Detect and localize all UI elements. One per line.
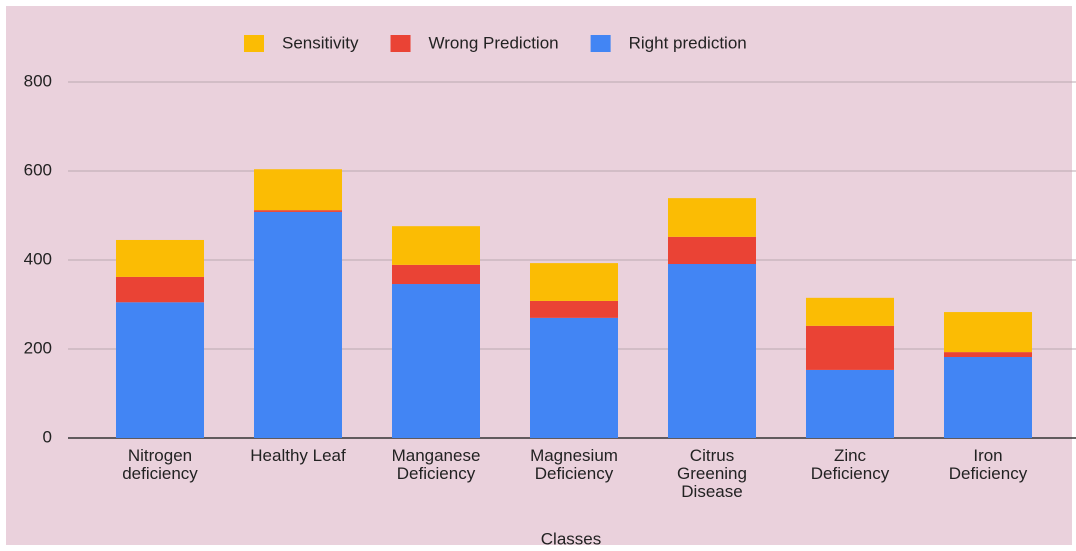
- legend-swatch: [390, 35, 411, 52]
- y-tick-label: 0: [43, 427, 52, 446]
- y-tick-label: 600: [24, 160, 52, 179]
- legend-label: Wrong Prediction: [429, 33, 559, 52]
- bar-segment: [254, 210, 342, 212]
- legend-label: Sensitivity: [282, 33, 359, 52]
- bar-segment: [254, 169, 342, 211]
- bar-segment: [116, 302, 204, 438]
- legend-swatch: [590, 35, 611, 52]
- bar-segment: [806, 325, 894, 370]
- x-tick-label: Zinc Deficiency: [810, 446, 890, 483]
- x-tick-label: Nitrogen deficiency: [122, 446, 198, 483]
- bar-segment: [944, 352, 1032, 358]
- bar-segment: [392, 264, 480, 285]
- bar-segment: [944, 357, 1032, 438]
- bar-segment: [668, 264, 756, 438]
- bar-segment: [392, 226, 480, 265]
- bar-segment: [530, 317, 618, 438]
- bar-segment: [254, 211, 342, 438]
- y-tick-label: 400: [24, 249, 52, 268]
- bar-segment: [806, 297, 894, 326]
- bar-segment: [116, 276, 204, 303]
- bar-segment: [392, 284, 480, 438]
- x-tick-label: Iron Deficiency: [948, 446, 1028, 483]
- bar-segment: [944, 312, 1032, 353]
- x-axis-title: Classes: [541, 529, 601, 548]
- y-tick-label: 200: [24, 338, 52, 357]
- bar-segment: [668, 198, 756, 237]
- bar-segment: [530, 263, 618, 301]
- x-tick-label: Magnesium Deficiency: [530, 446, 618, 483]
- legend-label: Right prediction: [629, 33, 747, 52]
- bar-segment: [530, 300, 618, 318]
- legend-swatch: [244, 35, 264, 52]
- bar-segment: [668, 236, 756, 265]
- x-tick-label: Citrus Greening Disease: [677, 446, 747, 501]
- x-tick-label: Manganese Deficiency: [391, 446, 481, 483]
- bar-segment: [116, 239, 204, 277]
- y-tick-label: 800: [24, 71, 52, 90]
- bar-segment: [806, 369, 894, 438]
- x-tick-label: Healthy Leaf: [250, 446, 346, 465]
